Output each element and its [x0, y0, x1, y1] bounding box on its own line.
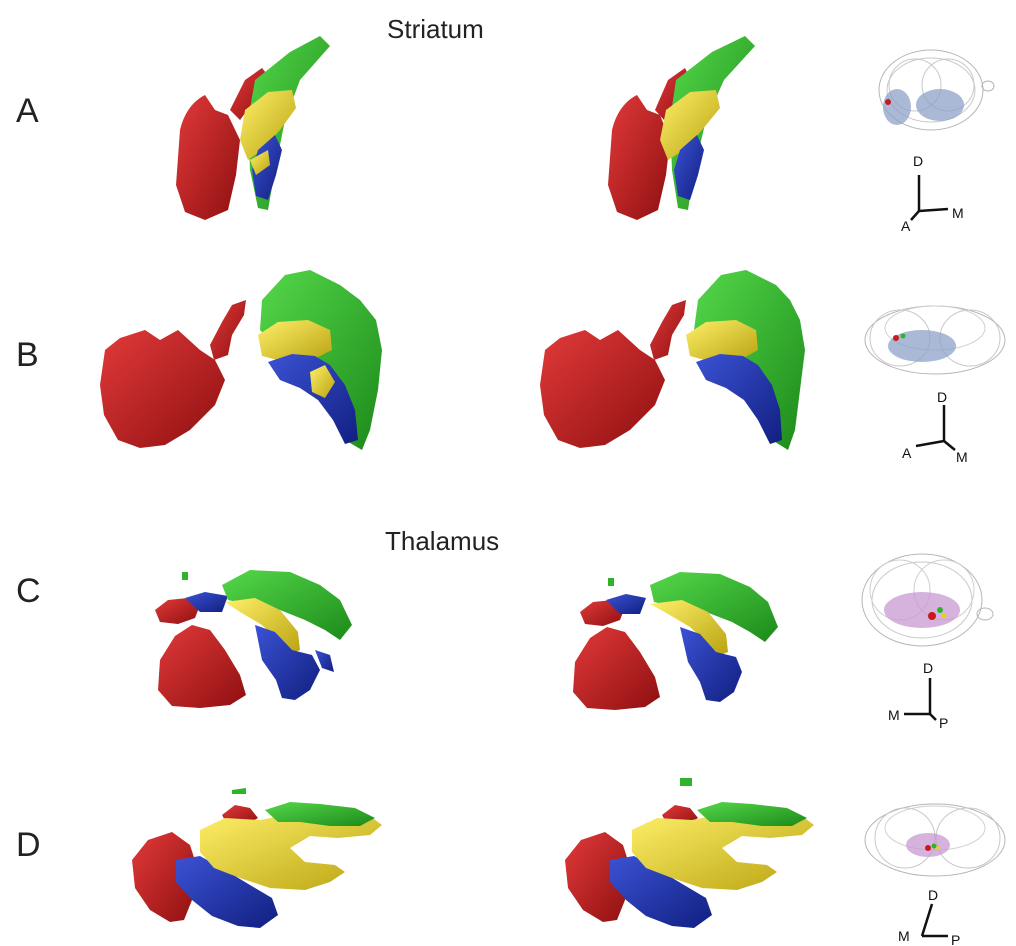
axis-c-left: M — [888, 707, 900, 723]
axis-a — [910, 175, 949, 221]
striatum-title: Striatum — [387, 14, 484, 44]
axis-b-up: D — [937, 389, 947, 405]
axis-c-up: D — [923, 660, 933, 676]
axis-c — [904, 678, 937, 721]
row-label-c: C — [16, 572, 41, 610]
brain-thumbnail-a — [878, 49, 995, 131]
axis-d — [920, 903, 948, 938]
axis-b — [915, 405, 956, 451]
thalamus-title: Thalamus — [385, 526, 500, 556]
render-b-left — [100, 270, 382, 450]
axis-a-left: A — [901, 218, 911, 234]
axis-d-left: M — [898, 928, 910, 944]
axis-b-right: M — [956, 449, 968, 465]
brain-thumbnail-c — [861, 553, 994, 647]
render-d-left — [132, 788, 382, 928]
row-label-d: D — [16, 826, 41, 864]
render-c-right — [573, 572, 778, 710]
axis-d-right: P — [951, 932, 960, 946]
render-a-right — [608, 36, 755, 220]
axis-a-right: M — [952, 205, 964, 221]
render-c-left — [155, 570, 352, 708]
axis-b-left: A — [902, 445, 912, 461]
axis-a-up: D — [913, 153, 923, 169]
render-b-right — [540, 270, 805, 450]
render-a-left — [176, 36, 330, 220]
axis-d-up: D — [928, 887, 938, 903]
row-label-b: B — [16, 336, 39, 374]
axis-c-right: P — [939, 715, 948, 731]
brain-thumbnail-b — [864, 305, 1006, 375]
brain-thumbnail-d — [864, 803, 1006, 877]
render-d-right — [565, 778, 814, 928]
row-label-a: A — [16, 92, 39, 130]
